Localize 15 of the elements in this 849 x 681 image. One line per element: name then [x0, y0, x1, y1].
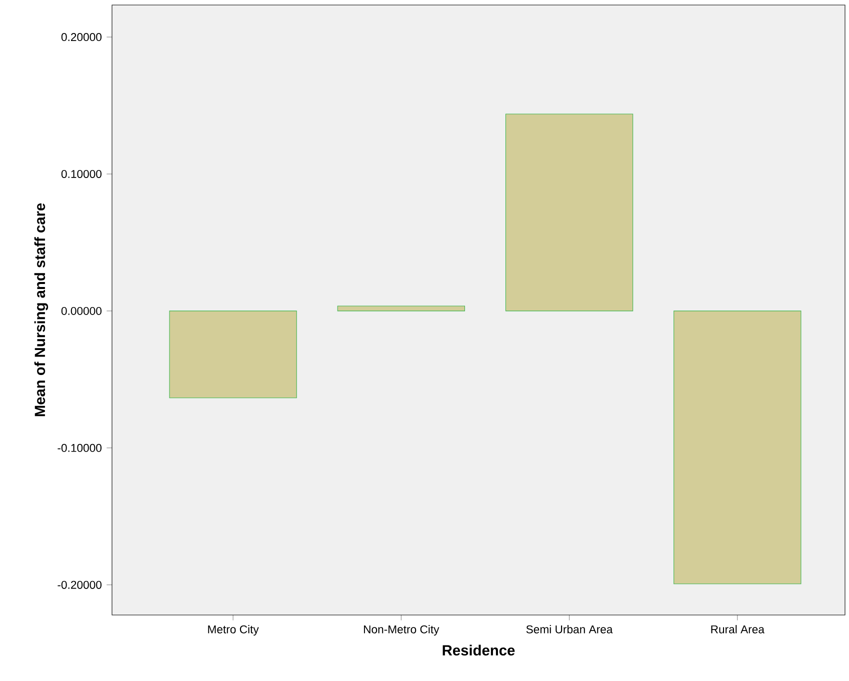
x-tick-label: Semi Urban Area: [526, 625, 613, 634]
x-axis-title: Residence: [442, 644, 515, 656]
y-tick-label: -0.10000: [58, 444, 102, 452]
bar: [169, 310, 297, 398]
bar: [337, 306, 465, 312]
y-axis-title: Mean of Nursing and staff care: [34, 203, 48, 416]
bar: [674, 310, 802, 584]
bar: [505, 114, 634, 312]
y-tick-label: 0.00000: [61, 306, 102, 315]
y-tick-label: 0.10000: [61, 170, 102, 178]
x-tick-label: Rural Area: [711, 625, 764, 634]
x-tick-label: Non-Metro City: [364, 625, 440, 636]
x-tick-label: Metro City: [208, 625, 259, 636]
y-tick-label: -0.20000: [58, 580, 102, 589]
y-tick-label: 0.20000: [61, 33, 102, 42]
